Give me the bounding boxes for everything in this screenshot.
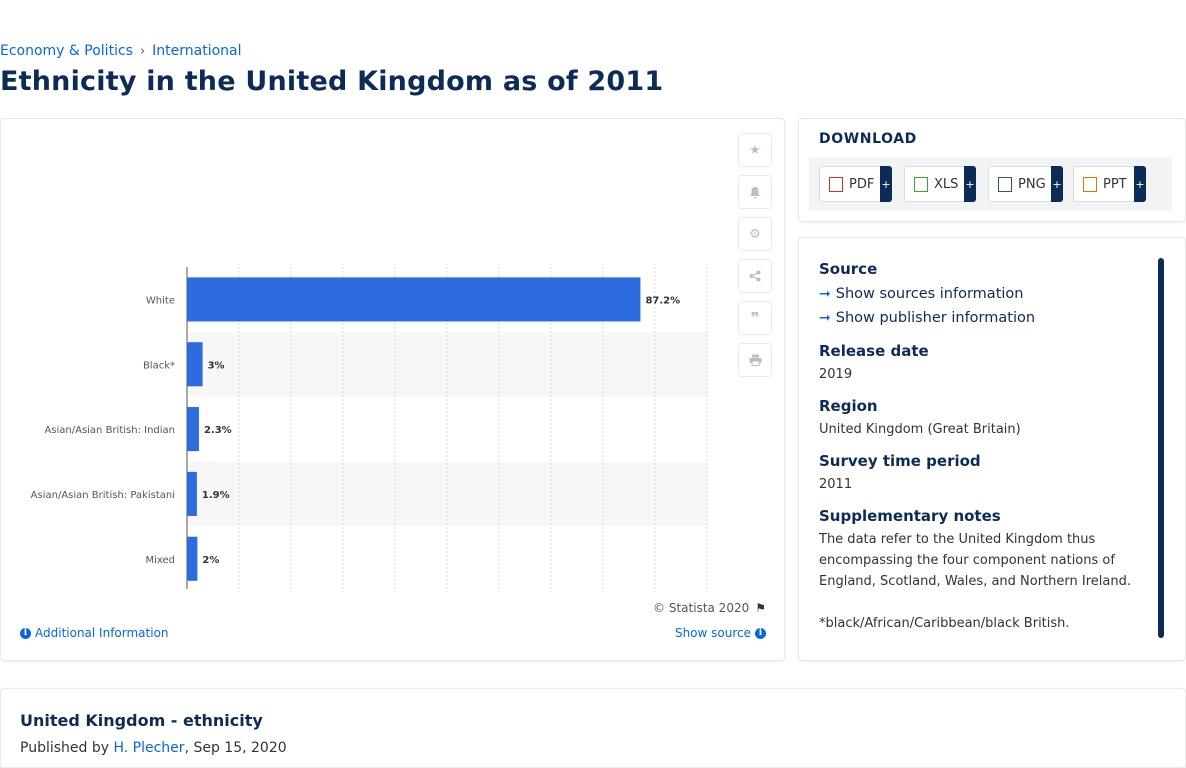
page-title: Ethnicity in the United Kingdom as of 20…	[0, 66, 664, 97]
chart-card: 87.2% White 3% Black* 2.3% Asian/Asian Britis…	[0, 118, 785, 661]
bar-chart: 87.2% White 3% Black* 2.3% Asian/Asian Britis…	[31, 267, 708, 589]
xls-file-icon	[914, 176, 928, 192]
download-ppt-button[interactable]: PPT +	[1073, 166, 1146, 202]
copyright: © Statista 2020 ⚑	[653, 601, 766, 615]
download-card: DOWNLOAD PDF + XLS + PNG + PPT +	[798, 118, 1186, 222]
bell-icon[interactable]	[738, 175, 772, 209]
author-link[interactable]: H. Plecher	[113, 740, 185, 756]
download-title: DOWNLOAD	[819, 131, 917, 147]
category-label: Asian/Asian British: Indian	[44, 425, 175, 436]
source-block: Source ➞ Show sources information ➞ Show…	[819, 260, 1149, 330]
show-source-label: Show source	[674, 626, 751, 640]
publish-date: , Sep 15, 2020	[184, 740, 287, 756]
survey-period-value: 2011	[819, 477, 853, 492]
info-icon: i	[755, 627, 766, 639]
show-source-link[interactable]: Show source i	[675, 626, 766, 640]
info-icon: i	[20, 627, 31, 639]
download-xls-label: XLS	[934, 176, 959, 192]
plus-icon: +	[964, 166, 976, 202]
additional-information-link[interactable]: i Additional Information	[20, 626, 169, 640]
show-sources-label: Show sources information	[835, 286, 1024, 302]
notes-footnote: *black/African/Caribbean/black British.	[819, 616, 1070, 631]
bar-value-label: 2%	[202, 555, 219, 566]
star-icon[interactable]: ★	[738, 133, 772, 167]
download-ppt-label: PPT	[1103, 176, 1127, 192]
notes-value: The data refer to the United Kingdom thu…	[819, 532, 1131, 589]
top-bar	[0, 0, 1186, 40]
region-value: United Kingdom (Great Britain)	[819, 422, 1021, 437]
release-date-label: Release date	[819, 342, 929, 360]
report-title: United Kingdom - ethnicity	[20, 711, 263, 730]
bar-value-label: 3%	[208, 360, 225, 371]
published-prefix: Published by	[20, 740, 110, 756]
share-icon[interactable]	[738, 259, 772, 293]
ppt-file-icon	[1083, 176, 1097, 192]
arrow-right-icon: ➞	[819, 286, 831, 302]
region-label: Region	[819, 397, 878, 415]
pdf-file-icon	[829, 176, 843, 192]
published-by: Published by H. Plecher, Sep 15, 2020	[20, 740, 287, 756]
gear-icon[interactable]: ⚙	[738, 217, 772, 251]
release-date-block: Release date 2019	[819, 342, 1149, 385]
category-label: White	[146, 295, 175, 306]
release-date-value: 2019	[819, 367, 853, 382]
plus-icon: +	[1134, 166, 1146, 202]
survey-period-label: Survey time period	[819, 452, 981, 470]
breadcrumb-international[interactable]: International	[152, 43, 242, 59]
category-label: Mixed	[145, 555, 175, 566]
arrow-right-icon: ➞	[819, 310, 831, 326]
region-block: Region United Kingdom (Great Britain)	[819, 397, 1149, 440]
chart-tools: ★ ⚙ ❞	[738, 133, 774, 385]
notes-block: Supplementary notes The data refer to th…	[819, 507, 1149, 634]
download-pdf-button[interactable]: PDF +	[819, 166, 892, 202]
survey-period-block: Survey time period 2011	[819, 452, 1149, 495]
show-publisher-label: Show publisher information	[835, 310, 1036, 326]
download-buttons: PDF + XLS + PNG + PPT +	[809, 157, 1172, 211]
copyright-text: © Statista 2020	[653, 601, 750, 615]
bar-value-label: 87.2%	[645, 295, 680, 306]
flag-icon[interactable]: ⚑	[755, 601, 766, 615]
bar-2	[187, 407, 199, 452]
breadcrumb-separator: ›	[139, 43, 146, 59]
print-icon[interactable]	[738, 343, 772, 377]
bar-3	[187, 471, 197, 516]
bar-0	[187, 277, 641, 322]
download-png-label: PNG	[1018, 176, 1046, 192]
plus-icon: +	[880, 166, 892, 202]
statistic-info-card: Source ➞ Show sources information ➞ Show…	[798, 237, 1186, 661]
show-sources-link[interactable]: ➞ Show sources information	[819, 282, 1149, 306]
category-label: Asian/Asian British: Pakistani	[31, 490, 175, 501]
show-publisher-link[interactable]: ➞ Show publisher information	[819, 306, 1149, 330]
info-scroll-area: Source ➞ Show sources information ➞ Show…	[819, 260, 1149, 646]
category-label: Black*	[143, 360, 175, 371]
download-pdf-label: PDF	[849, 176, 875, 192]
bar-4	[187, 536, 198, 581]
download-png-button[interactable]: PNG +	[988, 166, 1063, 202]
quote-icon[interactable]: ❞	[738, 301, 772, 335]
breadcrumb: Economy & Politics › International	[0, 43, 242, 59]
png-file-icon	[998, 176, 1012, 192]
bar-1	[187, 342, 203, 387]
plus-icon: +	[1051, 166, 1063, 202]
breadcrumb-economy-politics[interactable]: Economy & Politics	[0, 43, 133, 59]
download-xls-button[interactable]: XLS +	[904, 166, 976, 202]
info-scrollbar[interactable]	[1158, 258, 1164, 638]
notes-label: Supplementary notes	[819, 507, 1001, 525]
source-label: Source	[819, 260, 878, 278]
report-card: United Kingdom - ethnicity Published by …	[0, 688, 1186, 768]
additional-information-label: Additional Information	[35, 626, 169, 640]
bar-value-label: 2.3%	[204, 425, 232, 436]
bar-value-label: 1.9%	[202, 490, 230, 501]
